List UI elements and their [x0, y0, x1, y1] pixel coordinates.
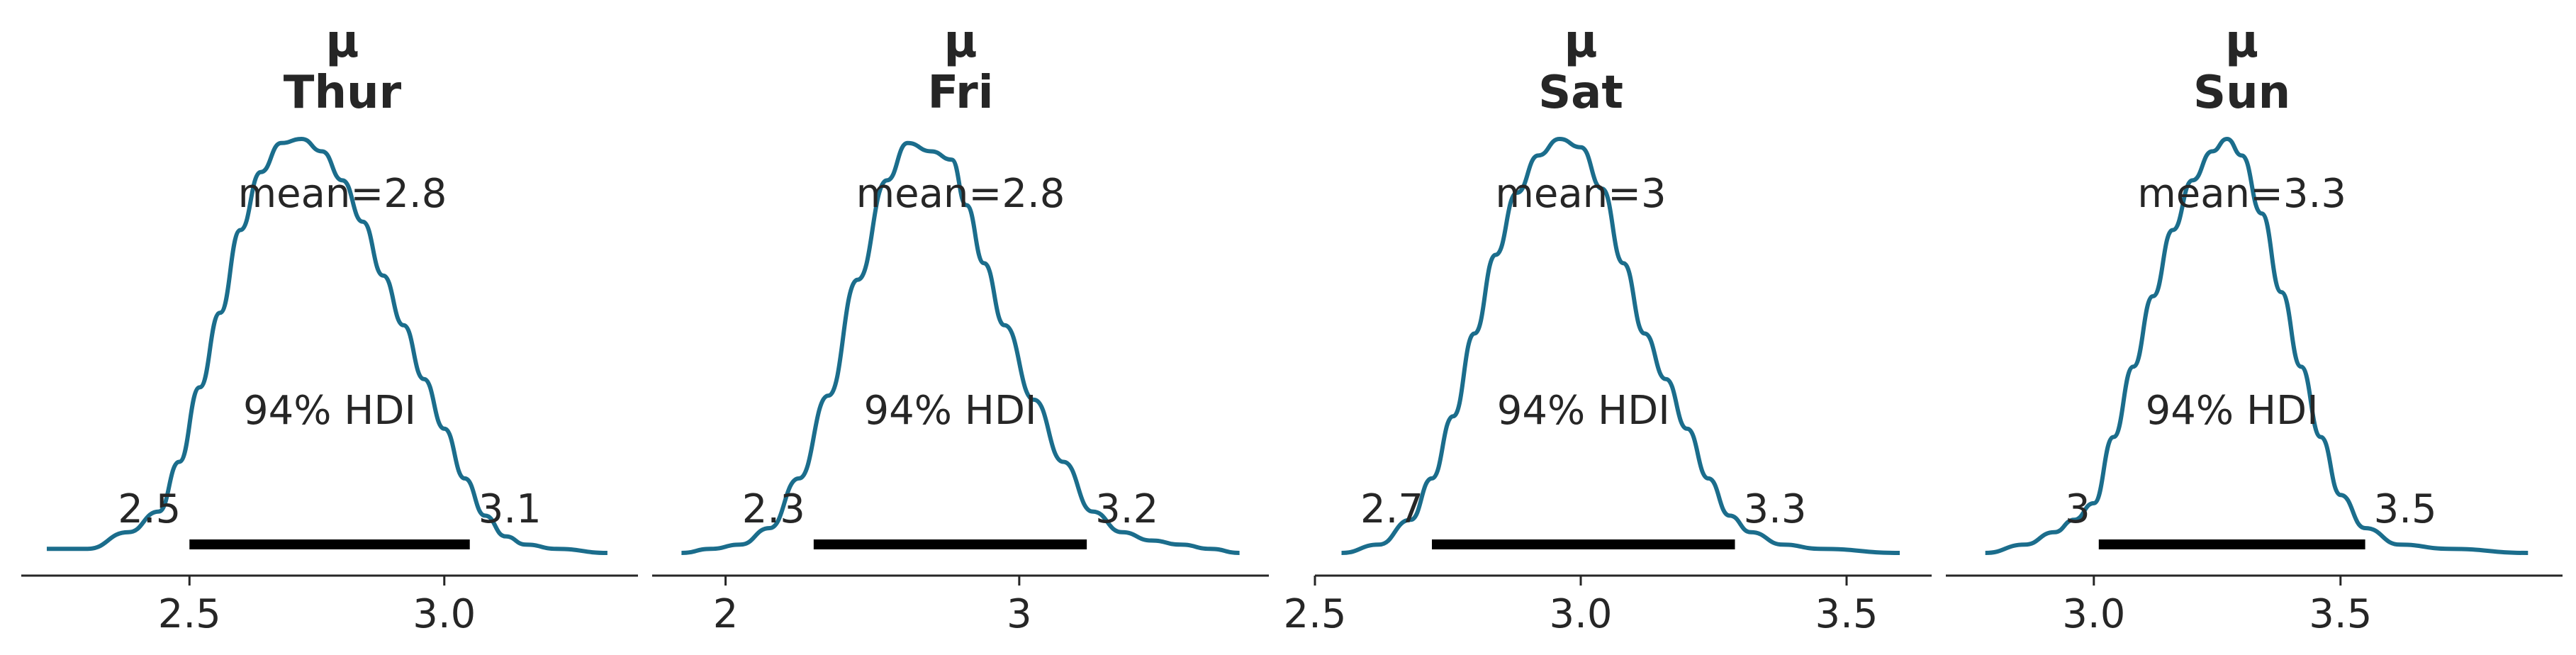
panel-title-group: Fri [927, 67, 993, 119]
x-tick-label: 3.0 [1549, 591, 1612, 637]
panel-title-param: μ [325, 16, 359, 68]
panel-title-param: μ [943, 16, 977, 68]
hdi-low-label: 2.5 [118, 486, 181, 532]
x-tick-label: 3.5 [1815, 591, 1878, 637]
panel-title-group: Sat [1538, 67, 1623, 119]
density-curve [47, 137, 607, 555]
x-tick-label: 2 [713, 591, 739, 637]
hdi-high-label: 3.5 [2374, 486, 2437, 532]
x-tick-label: 3.5 [2309, 591, 2372, 637]
hdi-label: 94% HDI [863, 388, 1036, 434]
panel-title-param: μ [2225, 16, 2258, 68]
hdi-high-label: 3.1 [478, 486, 542, 532]
hdi-high-label: 3.2 [1095, 486, 1158, 532]
density-curve [1985, 137, 2529, 555]
hdi-low-label: 3 [2065, 486, 2090, 532]
density-curve [681, 140, 1240, 555]
panel-title-param: μ [1564, 16, 1597, 68]
density-curve [1341, 137, 1900, 555]
hdi-label: 94% HDI [1497, 388, 1670, 434]
x-tick-label: 2.5 [158, 591, 221, 637]
x-tick-label: 3 [1007, 591, 1032, 637]
mean-label: mean=3 [1495, 171, 1666, 217]
hdi-low-label: 2.7 [1360, 486, 1423, 532]
hdi-high-label: 3.3 [1744, 486, 1807, 532]
panel-title-group: Thur [284, 67, 402, 119]
hdi-label: 94% HDI [2146, 388, 2319, 434]
x-tick-label: 2.5 [1283, 591, 1346, 637]
hdi-label: 94% HDI [243, 388, 416, 434]
panel-title-group: Sun [2193, 67, 2290, 119]
hdi-low-label: 2.3 [742, 486, 805, 532]
x-tick-label: 3.0 [413, 591, 476, 637]
x-tick-label: 3.0 [2062, 591, 2125, 637]
mean-label: mean=2.8 [856, 171, 1065, 217]
mean-label: mean=3.3 [2137, 171, 2346, 217]
mean-label: mean=2.8 [238, 171, 447, 217]
